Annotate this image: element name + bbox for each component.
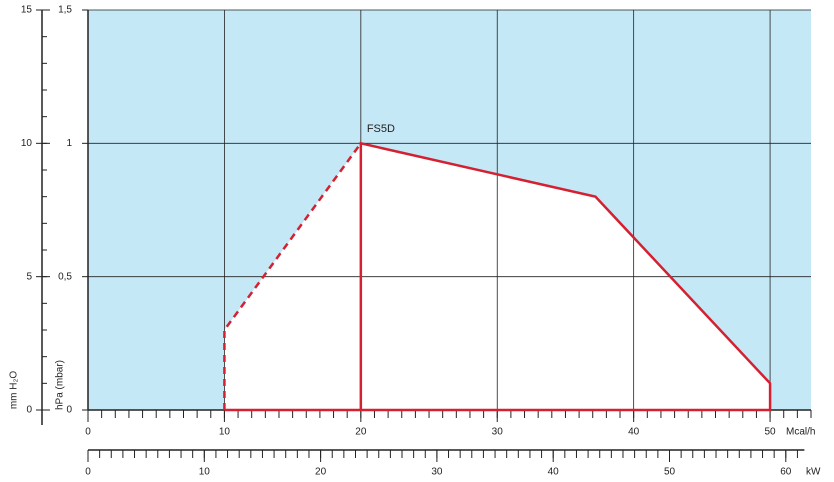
y-tick-label: 0,5 bbox=[58, 271, 72, 282]
x-tick-label: 30 bbox=[492, 427, 504, 438]
y-tick-label: 1 bbox=[66, 138, 72, 149]
y-tick-label: 0 bbox=[66, 405, 72, 416]
field-line bbox=[224, 141, 772, 412]
kw-tick-label: 40 bbox=[548, 467, 560, 478]
x-tick-label: 50 bbox=[765, 427, 777, 438]
kw-tick-label: 60 bbox=[780, 467, 792, 478]
kw-tick-label: 20 bbox=[315, 467, 327, 478]
x-tick-label: 20 bbox=[355, 427, 367, 438]
y2-tick-label: 15 bbox=[21, 5, 33, 16]
y-axis-label: hPa (mbar) bbox=[55, 360, 66, 410]
y2-tick-label: 5 bbox=[26, 271, 32, 282]
y2-tick-label: 10 bbox=[21, 138, 33, 149]
x-axis-label: Mcal/h bbox=[786, 427, 815, 438]
field-line bbox=[223, 142, 362, 410]
y2-axis-label: mm H₂O bbox=[9, 371, 20, 410]
kw-axis-label: kW bbox=[806, 467, 821, 478]
kw-tick-label: 10 bbox=[199, 467, 211, 478]
x-tick-label: 10 bbox=[219, 427, 231, 438]
x-tick-label: 0 bbox=[85, 427, 91, 438]
series-label: FS5D bbox=[367, 123, 395, 135]
kw-tick-label: 50 bbox=[664, 467, 676, 478]
kw-tick-label: 0 bbox=[85, 467, 91, 478]
x-tick-label: 40 bbox=[628, 427, 640, 438]
kw-tick-label: 30 bbox=[431, 467, 443, 478]
y2-tick-label: 0 bbox=[26, 405, 32, 416]
y-tick-label: 1,5 bbox=[58, 5, 72, 16]
